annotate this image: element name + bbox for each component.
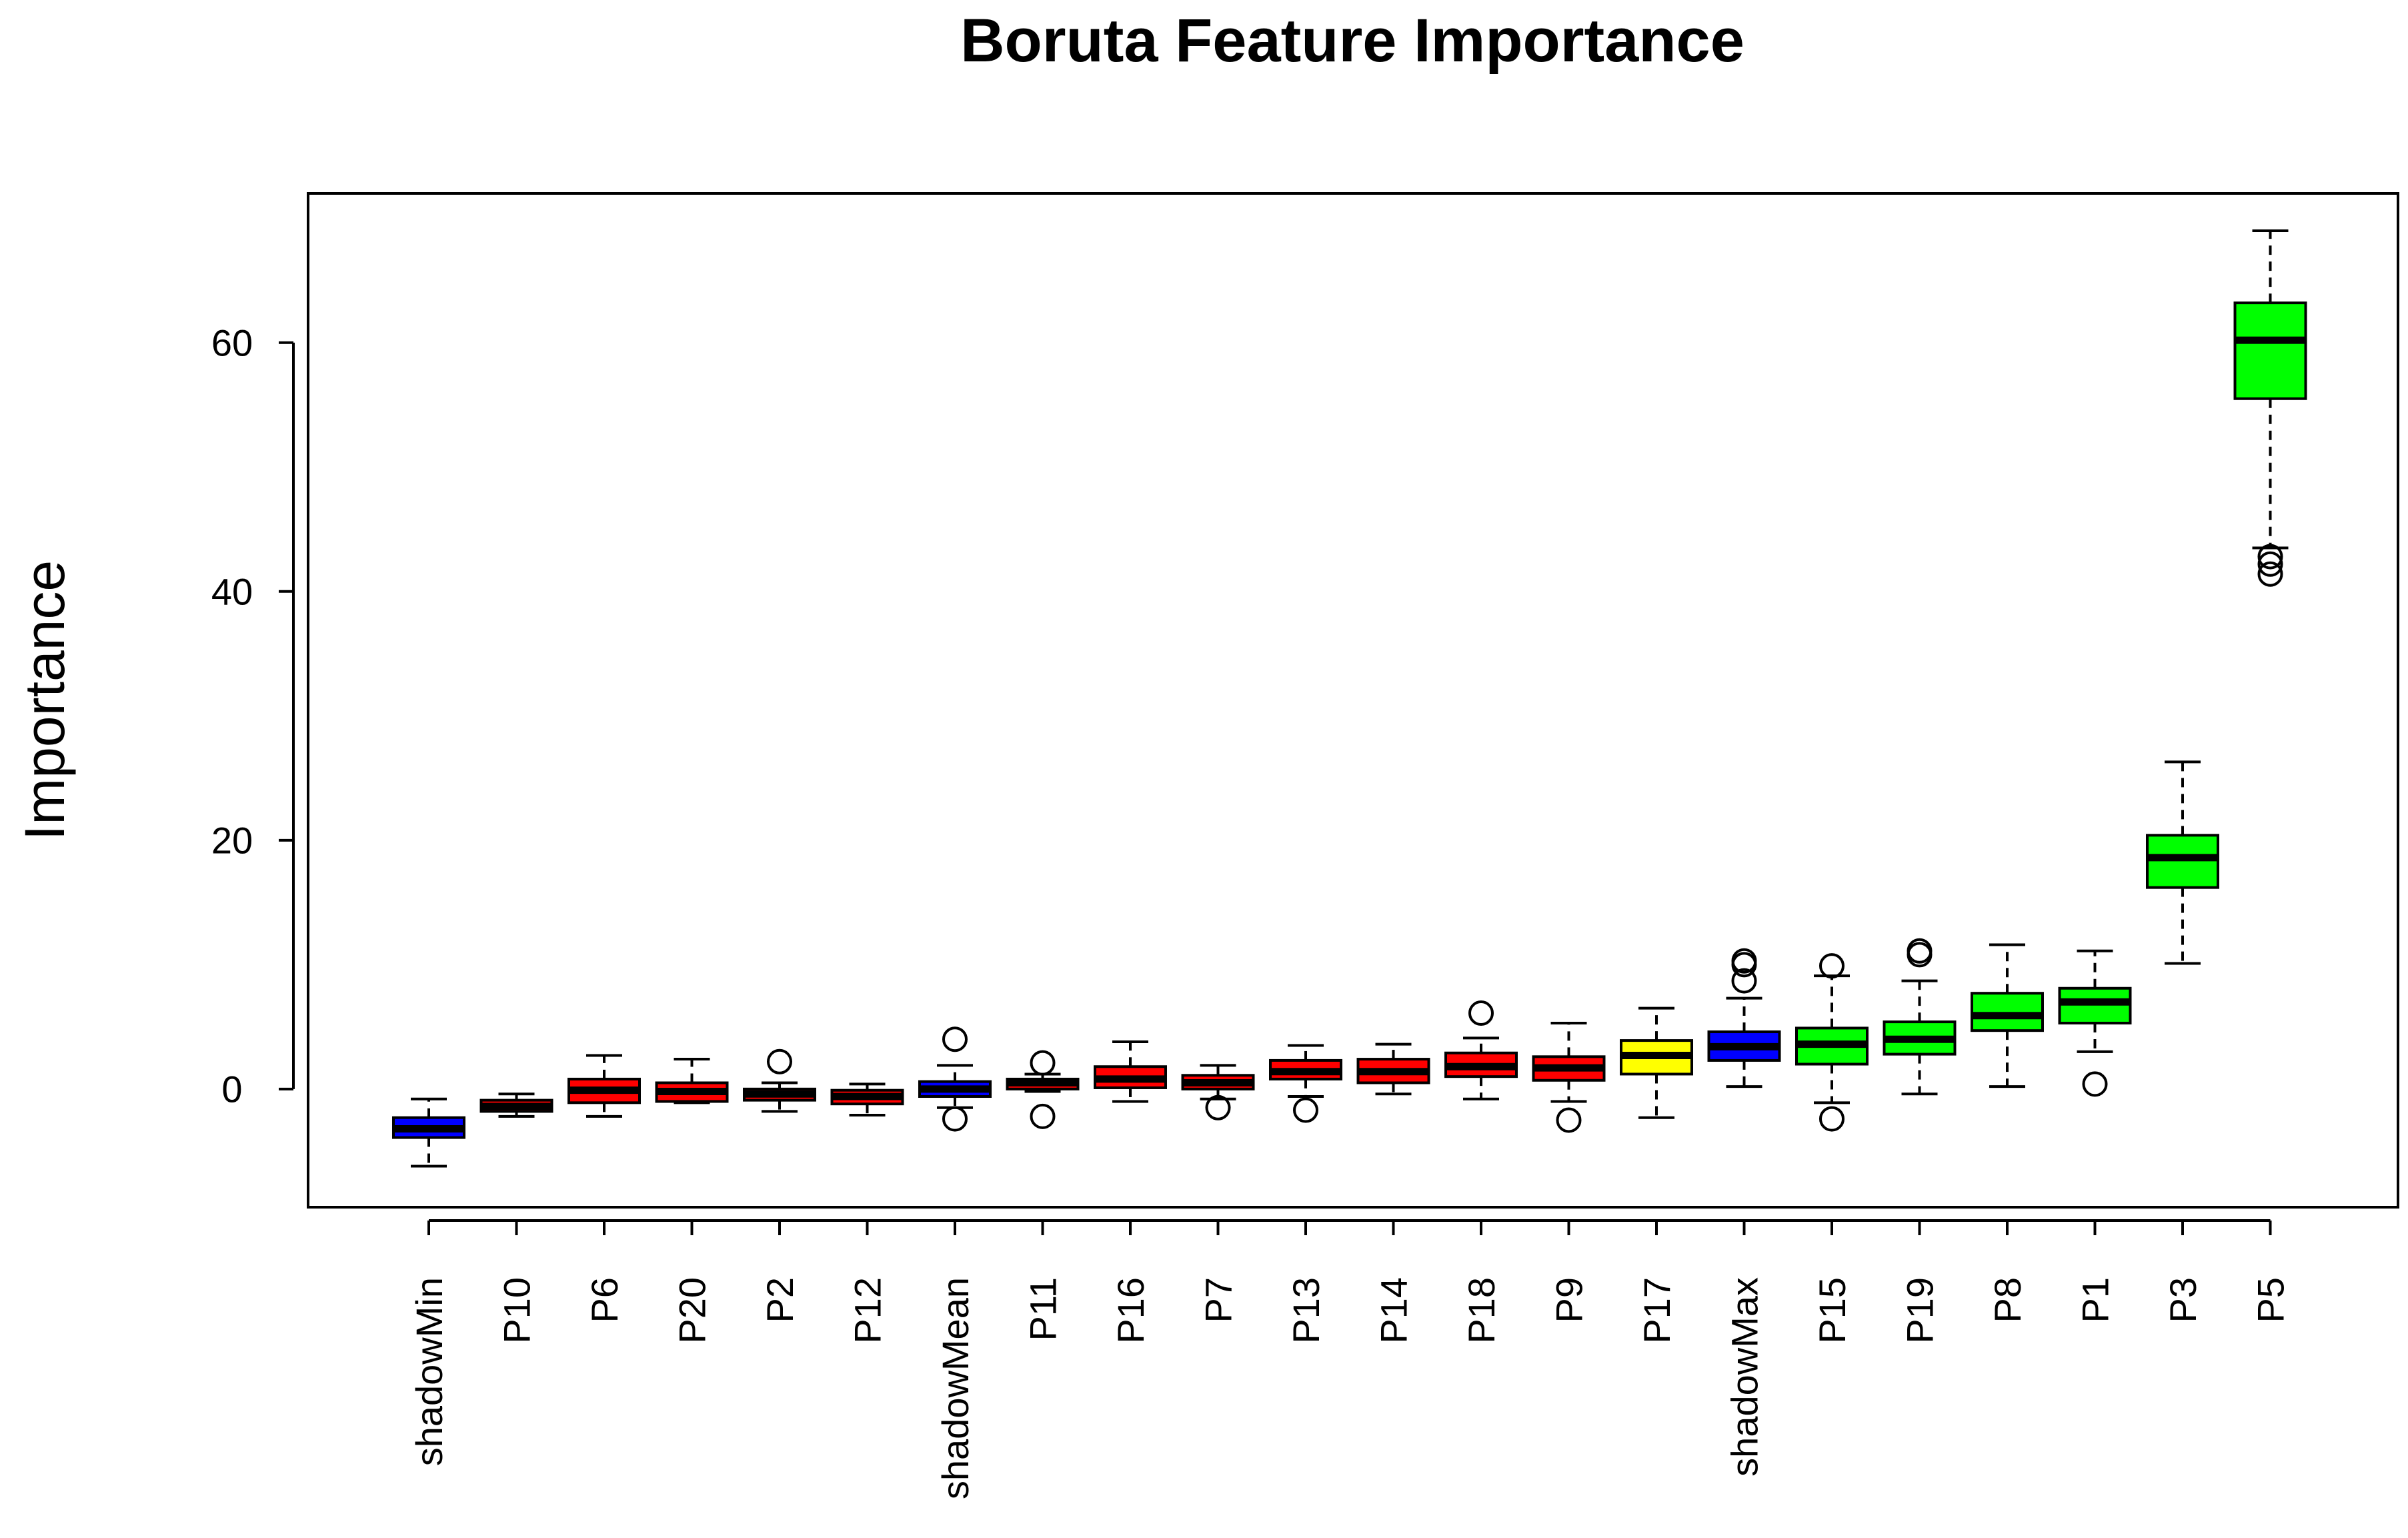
- outlier-point: [767, 1048, 792, 1074]
- box-P16: [1094, 1040, 1167, 1103]
- box-P10: [479, 1092, 553, 1118]
- outlier-point: [1907, 938, 1933, 964]
- outlier-point: [1293, 1097, 1318, 1123]
- x-tick-label: P9: [1548, 1277, 1590, 1323]
- x-tick-label: P2: [759, 1277, 801, 1323]
- x-tick-label: P3: [2162, 1277, 2204, 1323]
- x-tick-label: P15: [1811, 1277, 1853, 1344]
- box-P2: [743, 1048, 816, 1113]
- x-tick-label: P16: [1110, 1277, 1152, 1344]
- box-P11: [1006, 1050, 1080, 1129]
- box-P1: [2058, 949, 2132, 1097]
- outlier-point: [942, 1026, 968, 1052]
- box-series: [392, 229, 2307, 1168]
- y-tick-label: 20: [211, 819, 253, 861]
- box-P3: [2146, 760, 2219, 965]
- outlier-point: [2257, 561, 2283, 587]
- x-tick-label: P17: [1636, 1277, 1678, 1344]
- plot-frame: [307, 192, 2399, 1209]
- x-axis: shadowMin P10 P6 P20 P2 P12 shadowMean P11 P16 P7…: [408, 1219, 2292, 1499]
- outlier-point: [1731, 948, 1757, 974]
- box-P7: [1181, 1064, 1255, 1120]
- y-axis-label: Importance: [13, 560, 76, 840]
- box-P18: [1444, 1000, 1518, 1100]
- box-P14: [1356, 1042, 1430, 1096]
- x-tick-label: shadowMean: [934, 1277, 976, 1499]
- box-P9: [1532, 1021, 1606, 1133]
- box-P17: [1620, 1006, 1693, 1119]
- box-P19: [1883, 938, 1957, 1096]
- y-tick-label: 60: [211, 321, 253, 363]
- x-tick-label: P1: [2075, 1277, 2117, 1323]
- x-tick-label: P11: [1022, 1277, 1064, 1341]
- box-P15: [1795, 953, 1869, 1132]
- box-body: [2146, 834, 2219, 889]
- y-axis: 0 20 40 60: [211, 321, 295, 1110]
- outlier-point: [1556, 1107, 1582, 1133]
- outlier-point: [1468, 1000, 1494, 1026]
- outlier-point: [1030, 1050, 1056, 1076]
- box-P12: [830, 1082, 904, 1116]
- outlier-point: [942, 1106, 968, 1132]
- outlier-point: [2257, 544, 2283, 570]
- x-tick-label: P13: [1285, 1277, 1327, 1344]
- box-shadowMin: [392, 1097, 465, 1168]
- x-tick-label: P14: [1373, 1277, 1415, 1344]
- outlier-point: [1030, 1103, 1056, 1129]
- x-tick-label: P8: [1987, 1277, 2029, 1323]
- box-P8: [1971, 943, 2044, 1088]
- x-tick-label: P20: [672, 1277, 714, 1344]
- outlier-point: [2082, 1071, 2108, 1097]
- x-tick-label: shadowMin: [408, 1277, 450, 1466]
- outlier-point: [1205, 1094, 1231, 1120]
- x-tick-label: P6: [583, 1277, 626, 1323]
- box-shadowMax: [1707, 948, 1781, 1088]
- box-P20: [655, 1058, 729, 1104]
- outlier-point: [1731, 968, 1757, 994]
- x-tick-label: P5: [2250, 1277, 2292, 1323]
- box-body: [2058, 986, 2132, 1024]
- outlier-point: [2257, 551, 2283, 577]
- box-P5: [2233, 229, 2307, 587]
- box-P6: [567, 1054, 641, 1118]
- outlier-point: [1819, 953, 1845, 979]
- box-P13: [1269, 1044, 1342, 1123]
- x-tick-label: P19: [1899, 1277, 1941, 1344]
- x-tick-label: P10: [496, 1277, 538, 1344]
- y-tick-label: 40: [211, 570, 253, 612]
- box-body: [1971, 992, 2044, 1032]
- box-body: [2233, 301, 2307, 400]
- x-tick-label: shadowMax: [1724, 1277, 1766, 1477]
- box-shadowMean: [918, 1026, 992, 1132]
- x-tick-label: P12: [847, 1277, 889, 1344]
- x-tick-label: P18: [1460, 1277, 1502, 1344]
- x-tick-label: P7: [1198, 1277, 1240, 1323]
- outlier-point: [1819, 1106, 1845, 1132]
- y-tick-label: 0: [221, 1068, 242, 1110]
- chart-title: Boruta Feature Importance: [960, 7, 1744, 75]
